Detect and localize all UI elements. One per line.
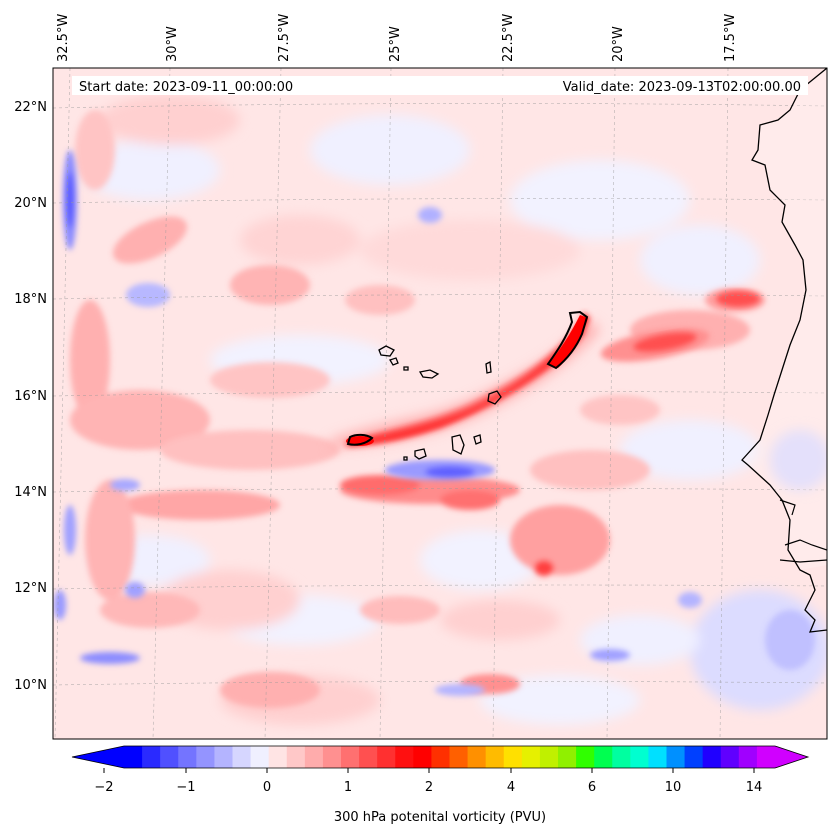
lat-label: 22°N — [14, 100, 47, 115]
colorbar-cell — [214, 746, 234, 768]
header-box — [72, 76, 808, 95]
colorbar-cell — [648, 746, 668, 768]
colorbar-cell — [413, 746, 433, 768]
colorbar-cell — [377, 746, 396, 768]
colorbar-tick-label: 2 — [425, 780, 433, 795]
colorbar-cell — [341, 746, 360, 768]
pv-negative-features — [54, 150, 815, 696]
lat-label: 12°N — [14, 581, 47, 596]
colorbar-cell — [359, 746, 378, 768]
colorbar-cell — [720, 746, 740, 768]
colorbar-cell — [395, 746, 414, 768]
lon-label: 22.5°W — [501, 14, 516, 62]
colorbar: −2 −1 0 1 2 4 6 10 14 300 hPa potenital … — [71, 745, 810, 825]
colorbar-cell — [449, 746, 469, 768]
colorbar-cell — [178, 746, 197, 768]
colorbar-cell — [268, 746, 288, 768]
colorbar-tick-label: 10 — [665, 780, 682, 795]
colorbar-title: 300 hPa potenital vorticity (PVU) — [334, 810, 546, 825]
colorbar-tick-label: 6 — [588, 780, 596, 795]
colorbar-tick-label: 1 — [344, 780, 352, 795]
pv-field: Start date: 2023-09-11_00:00:00 Valid_da… — [53, 68, 827, 739]
colorbar-cell — [322, 746, 342, 768]
lon-label: 25°W — [388, 26, 403, 62]
colorbar-cell — [467, 746, 487, 768]
valid-date-label: Valid_date: 2023-09-13T02:00:00.00 — [563, 80, 801, 95]
colorbar-cell — [124, 746, 143, 768]
colorbar-cell — [196, 746, 216, 768]
lon-label: 20°W — [611, 26, 626, 62]
colorbar-cell — [503, 746, 523, 768]
colorbar-outline — [71, 745, 810, 769]
colorbar-cell — [160, 746, 179, 768]
lat-label: 16°N — [14, 389, 47, 404]
colorbar-cell — [738, 746, 758, 768]
cabo-verde-islands — [378, 345, 502, 461]
colorbar-cell — [485, 746, 505, 768]
colorbar-tick-label: −2 — [94, 780, 113, 795]
lon-label: 27.5°W — [277, 14, 292, 62]
map-frame — [52, 67, 828, 740]
lon-label: 30°W — [165, 26, 180, 62]
graticule — [53, 68, 827, 739]
lat-label: 10°N — [14, 678, 47, 693]
colorbar-tick-labels: −2 −1 0 1 2 4 6 10 14 — [94, 780, 762, 795]
colorbar-max-extend — [775, 746, 808, 768]
colorbar-cell — [539, 746, 559, 768]
lat-label: 18°N — [14, 292, 47, 307]
colorbar-cell — [431, 746, 451, 768]
colorbar-cell — [576, 746, 595, 768]
start-date-label: Start date: 2023-09-11_00:00:00 — [79, 80, 293, 95]
colorbar-tick-label: 0 — [263, 780, 271, 795]
colorbar-cell — [702, 746, 722, 768]
lat-label: 20°N — [14, 196, 47, 211]
africa-landmass — [741, 68, 827, 739]
colorbar-tick-label: −1 — [176, 780, 195, 795]
colorbar-cell — [558, 746, 577, 768]
colorbar-cell — [286, 746, 306, 768]
lon-label: 17.5°W — [723, 14, 738, 62]
colorbar-ticks — [103, 768, 755, 773]
colorbar-cell — [684, 746, 704, 768]
longitude-labels: 32.5°W 30°W 27.5°W 25°W 22.5°W 20°W 17.5… — [56, 14, 738, 62]
colorbar-min-extend — [72, 746, 124, 768]
colorbar-tick-label: 14 — [746, 780, 763, 795]
colorbar-cell — [250, 746, 270, 768]
colorbar-cells — [124, 746, 776, 768]
colorbar-cell — [594, 746, 613, 768]
colorbar-cell — [142, 746, 161, 768]
colorbar-cell — [304, 746, 324, 768]
colorbar-cell — [666, 746, 686, 768]
latitude-labels: 22°N 20°N 18°N 16°N 14°N 12°N 10°N — [14, 100, 47, 693]
colorbar-cell — [756, 746, 776, 768]
lat-label: 14°N — [14, 485, 47, 500]
colorbar-tick-label: 4 — [507, 780, 515, 795]
colorbar-cell — [630, 746, 650, 768]
colorbar-cell — [232, 746, 252, 768]
colorbar-cell — [612, 746, 631, 768]
lon-label: 32.5°W — [56, 14, 71, 62]
colorbar-cell — [521, 746, 541, 768]
